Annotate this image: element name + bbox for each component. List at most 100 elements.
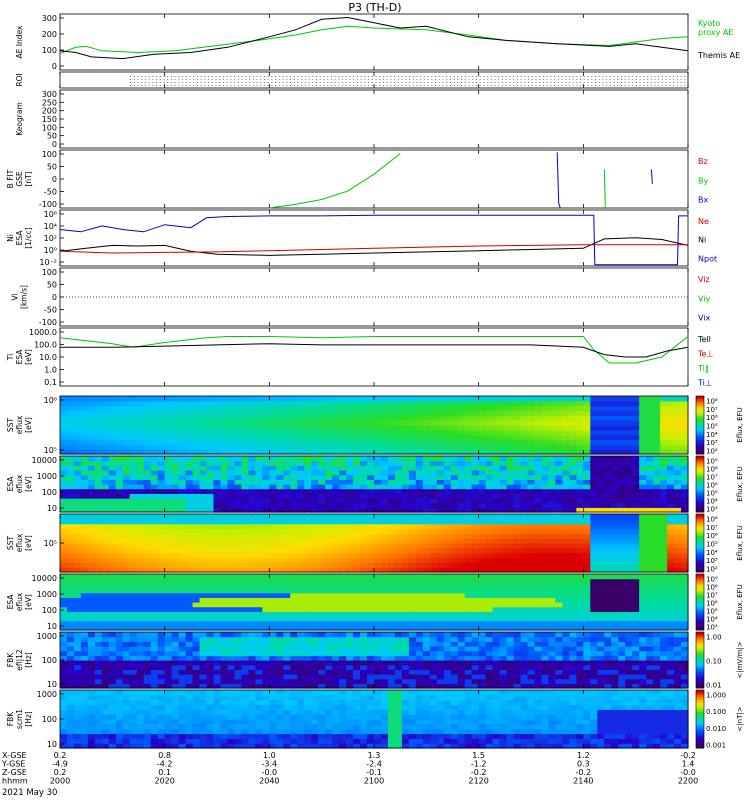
spectrogram-cell [360,518,368,525]
spectrogram-cell [60,543,68,549]
spectrogram-cell [632,538,640,544]
spectrogram-cell [471,538,480,544]
spectrogram-cell [290,498,298,504]
spectrogram-cell [248,405,256,412]
spectrogram-cell [653,507,661,513]
spectrogram-cell [157,425,166,431]
spectrogram-cell [360,583,368,589]
spectrogram-cell [87,449,96,455]
spectrogram-cell [248,470,256,476]
spectrogram-cell [653,533,661,539]
spectrogram-cell [353,533,361,539]
spectrogram-cell [227,474,236,480]
spectrogram-cell [185,498,194,504]
spectrogram-cell [485,493,494,499]
spectrogram-cell [464,574,473,580]
spectrogram-cell [185,583,194,589]
roi-dot [472,82,474,83]
spectrogram-cell [374,479,382,485]
spectrogram-cell [360,484,368,490]
spectrogram-cell [185,429,194,436]
spectrogram-cell [262,625,270,631]
spectrogram-cell [129,493,138,499]
spectrogram-cell [136,425,145,431]
spectrogram-cell [143,498,152,504]
spectrogram-cell [674,465,682,471]
spectrogram-cell [262,597,270,603]
spectrogram-cell [548,474,557,480]
series-kyoto-proxy-ae [59,25,689,54]
spectrogram-cell [143,420,152,426]
spectrogram-cell [178,606,187,612]
spectrogram-cell [66,460,75,466]
roi-dot [204,82,206,83]
spectrogram-cell [136,449,145,455]
spectrogram-cell [60,444,68,450]
spectrogram-cell [583,444,591,450]
roi-dot [275,79,277,80]
spectrogram-cell [255,523,263,530]
spectrogram-cell [485,415,494,421]
spectrogram-cell [122,625,131,631]
spectrogram-cell [262,583,270,589]
spectrogram-cell [408,420,417,426]
spectrogram-cell [394,606,403,612]
spectrogram-cell [625,528,633,534]
spectrogram-cell [387,547,396,554]
roi-dot [308,79,310,80]
spectrogram-cell [199,514,208,520]
spectrogram-cell [367,502,375,508]
spectrogram-cell [318,538,326,544]
spectrogram-cell [185,557,194,563]
spectrogram-cell [185,410,194,416]
spectrogram-cell [255,606,263,612]
spectrogram-cell [164,625,173,631]
spectrogram-cell [157,514,166,520]
spectrogram-cell [339,488,347,494]
spectrogram-cell [401,588,410,594]
spectrogram-cell [325,528,333,534]
spectrogram-cell [618,620,626,626]
spectrogram-cell [443,557,452,563]
spectrogram-cell [248,410,256,416]
spectrogram-cell [646,400,654,407]
spectrogram-cell [136,620,145,626]
spectrogram-cell [87,465,96,471]
roi-dot [654,82,656,83]
spectrogram-cell [122,439,131,445]
spectrogram-cell [73,557,82,563]
spectrogram-cell [129,449,138,455]
spectrogram-cell [129,620,138,626]
roi-dot [401,82,403,83]
spectrogram-cell [639,396,647,402]
spectrogram-cell [450,606,459,612]
spectrogram-cell [339,578,347,584]
spectrogram-cell [367,567,375,573]
spectrogram-cell [213,578,222,584]
spectrogram-cell [199,588,208,594]
spectrogram-cell [213,538,222,544]
spectrogram-cell [674,488,682,494]
spectrogram-cell [290,420,298,426]
spectrogram-cell [374,444,382,450]
spectrogram-cell [583,574,591,580]
spectrogram-cell [234,470,243,476]
spectrogram-cell [632,533,640,539]
spectrogram-cell [262,567,270,573]
spectrogram-cell [562,434,570,441]
spectrogram-cell [555,479,563,485]
spectrogram-cell [499,514,508,520]
roi-dot [531,79,533,80]
spectrogram-cell [206,547,215,554]
spectrogram-cell [583,484,591,490]
roi-dot [446,79,448,80]
spectrogram-cell [401,592,410,598]
roi-dot [591,76,593,77]
spectrogram-cell [241,557,249,563]
spectrogram-cell [164,493,173,499]
spectrogram-cell [380,415,389,421]
spectrogram-cell [304,425,312,431]
spectrogram-cell [150,518,159,525]
spectrogram-cell [450,444,459,450]
spectrogram-cell [185,420,194,426]
